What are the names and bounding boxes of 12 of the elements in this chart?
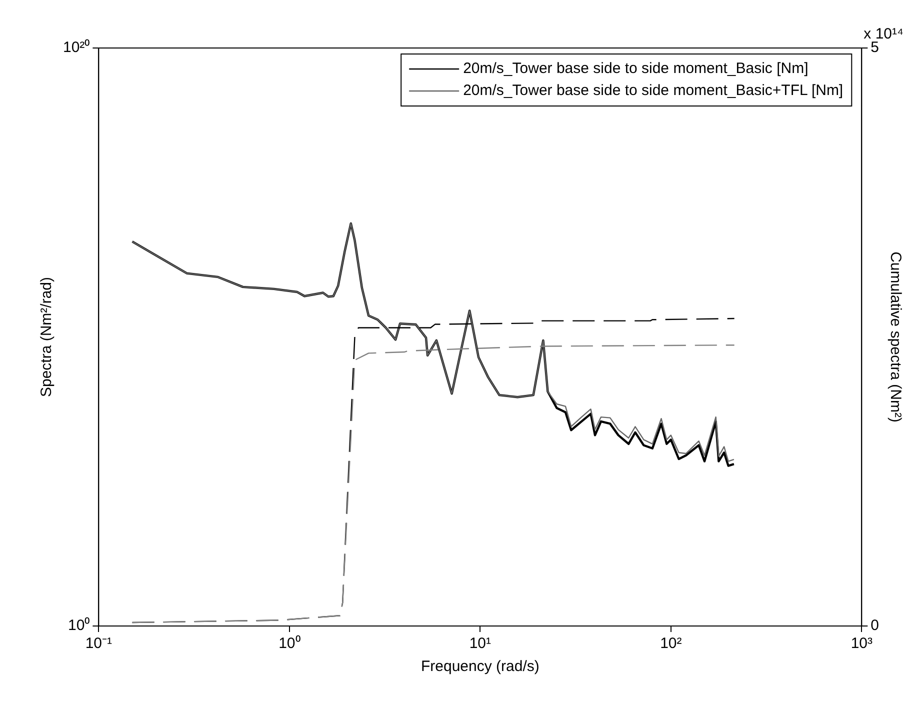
y-axis-title: Spectra (Nm²/rad) — [38, 276, 56, 398]
x-tick-label: 10³ — [850, 635, 872, 652]
x-tick-label: 10¹ — [469, 635, 492, 652]
y2-tick-label: 0 — [870, 617, 879, 634]
x-tick-label: 10⁻¹ — [85, 635, 112, 652]
legend-label: 20m/s_Tower base side to side moment_Basic+TFL [Nm] — [463, 82, 844, 100]
legend-label: 20m/s_Tower base side to side moment_Basic [Nm] — [463, 60, 808, 78]
x-tick-label: 10⁰ — [278, 635, 300, 652]
x-axis-title: Frequency (rad/s) — [420, 658, 540, 676]
x-tick-label: 10² — [660, 635, 682, 652]
y2-axis-title: Cumulative spectra (Nm²) — [886, 252, 904, 422]
y-tick-label: 10²⁰ — [62, 39, 90, 56]
